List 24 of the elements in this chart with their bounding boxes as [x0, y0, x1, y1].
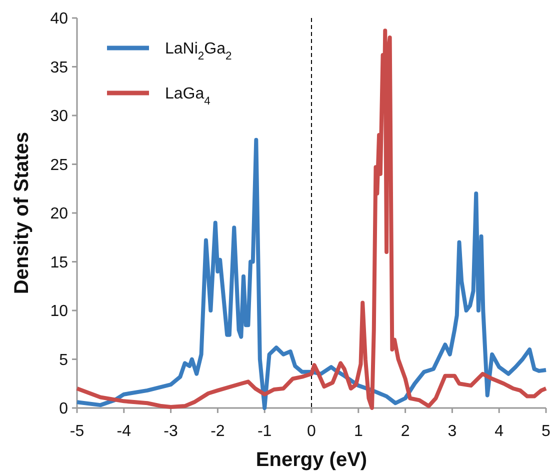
legend-label: LaNi$_{2}$Ga$_{2}$: [165, 40, 232, 63]
y-tick-label: 5: [59, 352, 68, 369]
x-tick-label: -3: [164, 423, 178, 440]
y-tick-label: 25: [50, 156, 68, 174]
legend-label: LaGa$_{4}$: [165, 86, 210, 108]
y-tick-label: 35: [50, 59, 68, 76]
x-tick-label: -1: [257, 423, 272, 440]
y-tick-label: 15: [50, 254, 68, 272]
x-tick-label: -5: [70, 423, 84, 440]
x-tick-label: 5: [542, 423, 551, 440]
x-tick-label: 3: [448, 423, 457, 440]
x-tick-label: 2: [400, 423, 410, 440]
y-tick-label: 0: [59, 400, 68, 418]
y-tick-label: 40: [50, 10, 68, 28]
x-tick-label: -4: [116, 423, 132, 440]
y-axis-title: Density of States: [11, 132, 33, 294]
y-tick-label: 20: [50, 206, 68, 223]
x-tick-label: 0: [307, 423, 316, 440]
x-tick-label: 4: [494, 423, 504, 440]
x-axis-title: Energy (eV): [256, 449, 368, 471]
y-tick-label: 10: [50, 303, 68, 320]
x-tick-label: -2: [210, 423, 225, 440]
x-tick-label: 1: [354, 423, 363, 440]
y-tick-label: 30: [50, 108, 68, 126]
